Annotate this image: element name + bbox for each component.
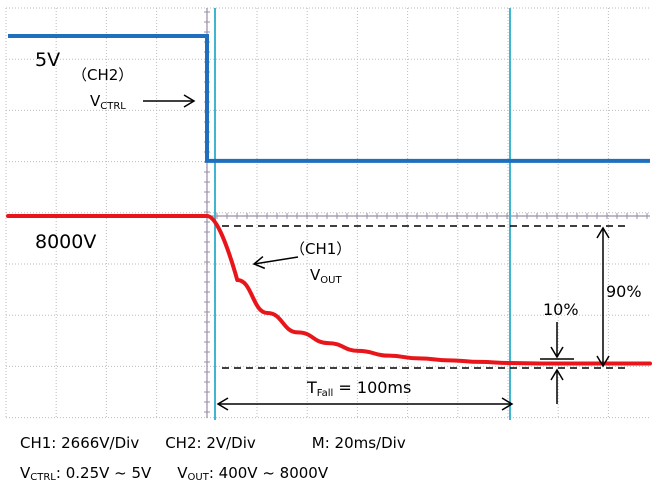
traces — [6, 34, 652, 366]
ch2-scale: CH2: 2V/Div — [165, 434, 256, 452]
scope-settings-footer: CH1: 2666V/Div CH2: 2V/Div M: 20ms/Div VCT… — [20, 428, 406, 488]
measure-90-head-bottom — [596, 355, 610, 368]
ch1-trace — [6, 214, 652, 366]
tfall-head-left — [216, 397, 229, 411]
footer-row-2: VCTRL: 0.25V ~ 5V VOUT: 400V ~ 8000V — [20, 458, 406, 488]
tfall-label: TFall = 100ms — [306, 378, 411, 399]
ch2-level-label: 5V — [35, 49, 60, 71]
tfall-head-right — [501, 397, 514, 411]
pct-90-label: 90% — [606, 282, 642, 301]
ch2-signal-label: VCTRL — [90, 92, 126, 112]
ch2-name-label: （CH2） — [72, 66, 133, 84]
measure-90-head-top — [596, 226, 610, 239]
footer-row-1: CH1: 2666V/Div CH2: 2V/Div M: 20ms/Div — [20, 428, 406, 458]
ch1-signal-label: VOUT — [310, 266, 342, 286]
pct-10-label: 10% — [543, 300, 579, 319]
ch1-name-label: （CH1） — [290, 240, 351, 258]
ch1-level-label: 8000V — [35, 231, 96, 253]
time-scale: M: 20ms/Div — [311, 434, 406, 452]
annotations — [143, 94, 625, 411]
vout-range: VOUT: 400V ~ 8000V — [177, 464, 329, 483]
ch1-scale: CH1: 2666V/Div — [20, 434, 140, 452]
vctrl-range: VCTRL: 0.25V ~ 5V — [20, 464, 152, 483]
oscilloscope-plot: 5V （CH2） VCTRL 8000V （CH1） VOUT 90% 10% … — [5, 7, 652, 420]
ch2-arrowhead — [183, 94, 196, 108]
time-cursors — [214, 8, 511, 420]
measure-10-head-down — [550, 346, 564, 359]
ch1-arrowhead — [252, 255, 266, 270]
ch2-trace — [8, 34, 650, 163]
measure-10-head-up — [550, 368, 564, 381]
ch1-arrow — [253, 256, 299, 265]
